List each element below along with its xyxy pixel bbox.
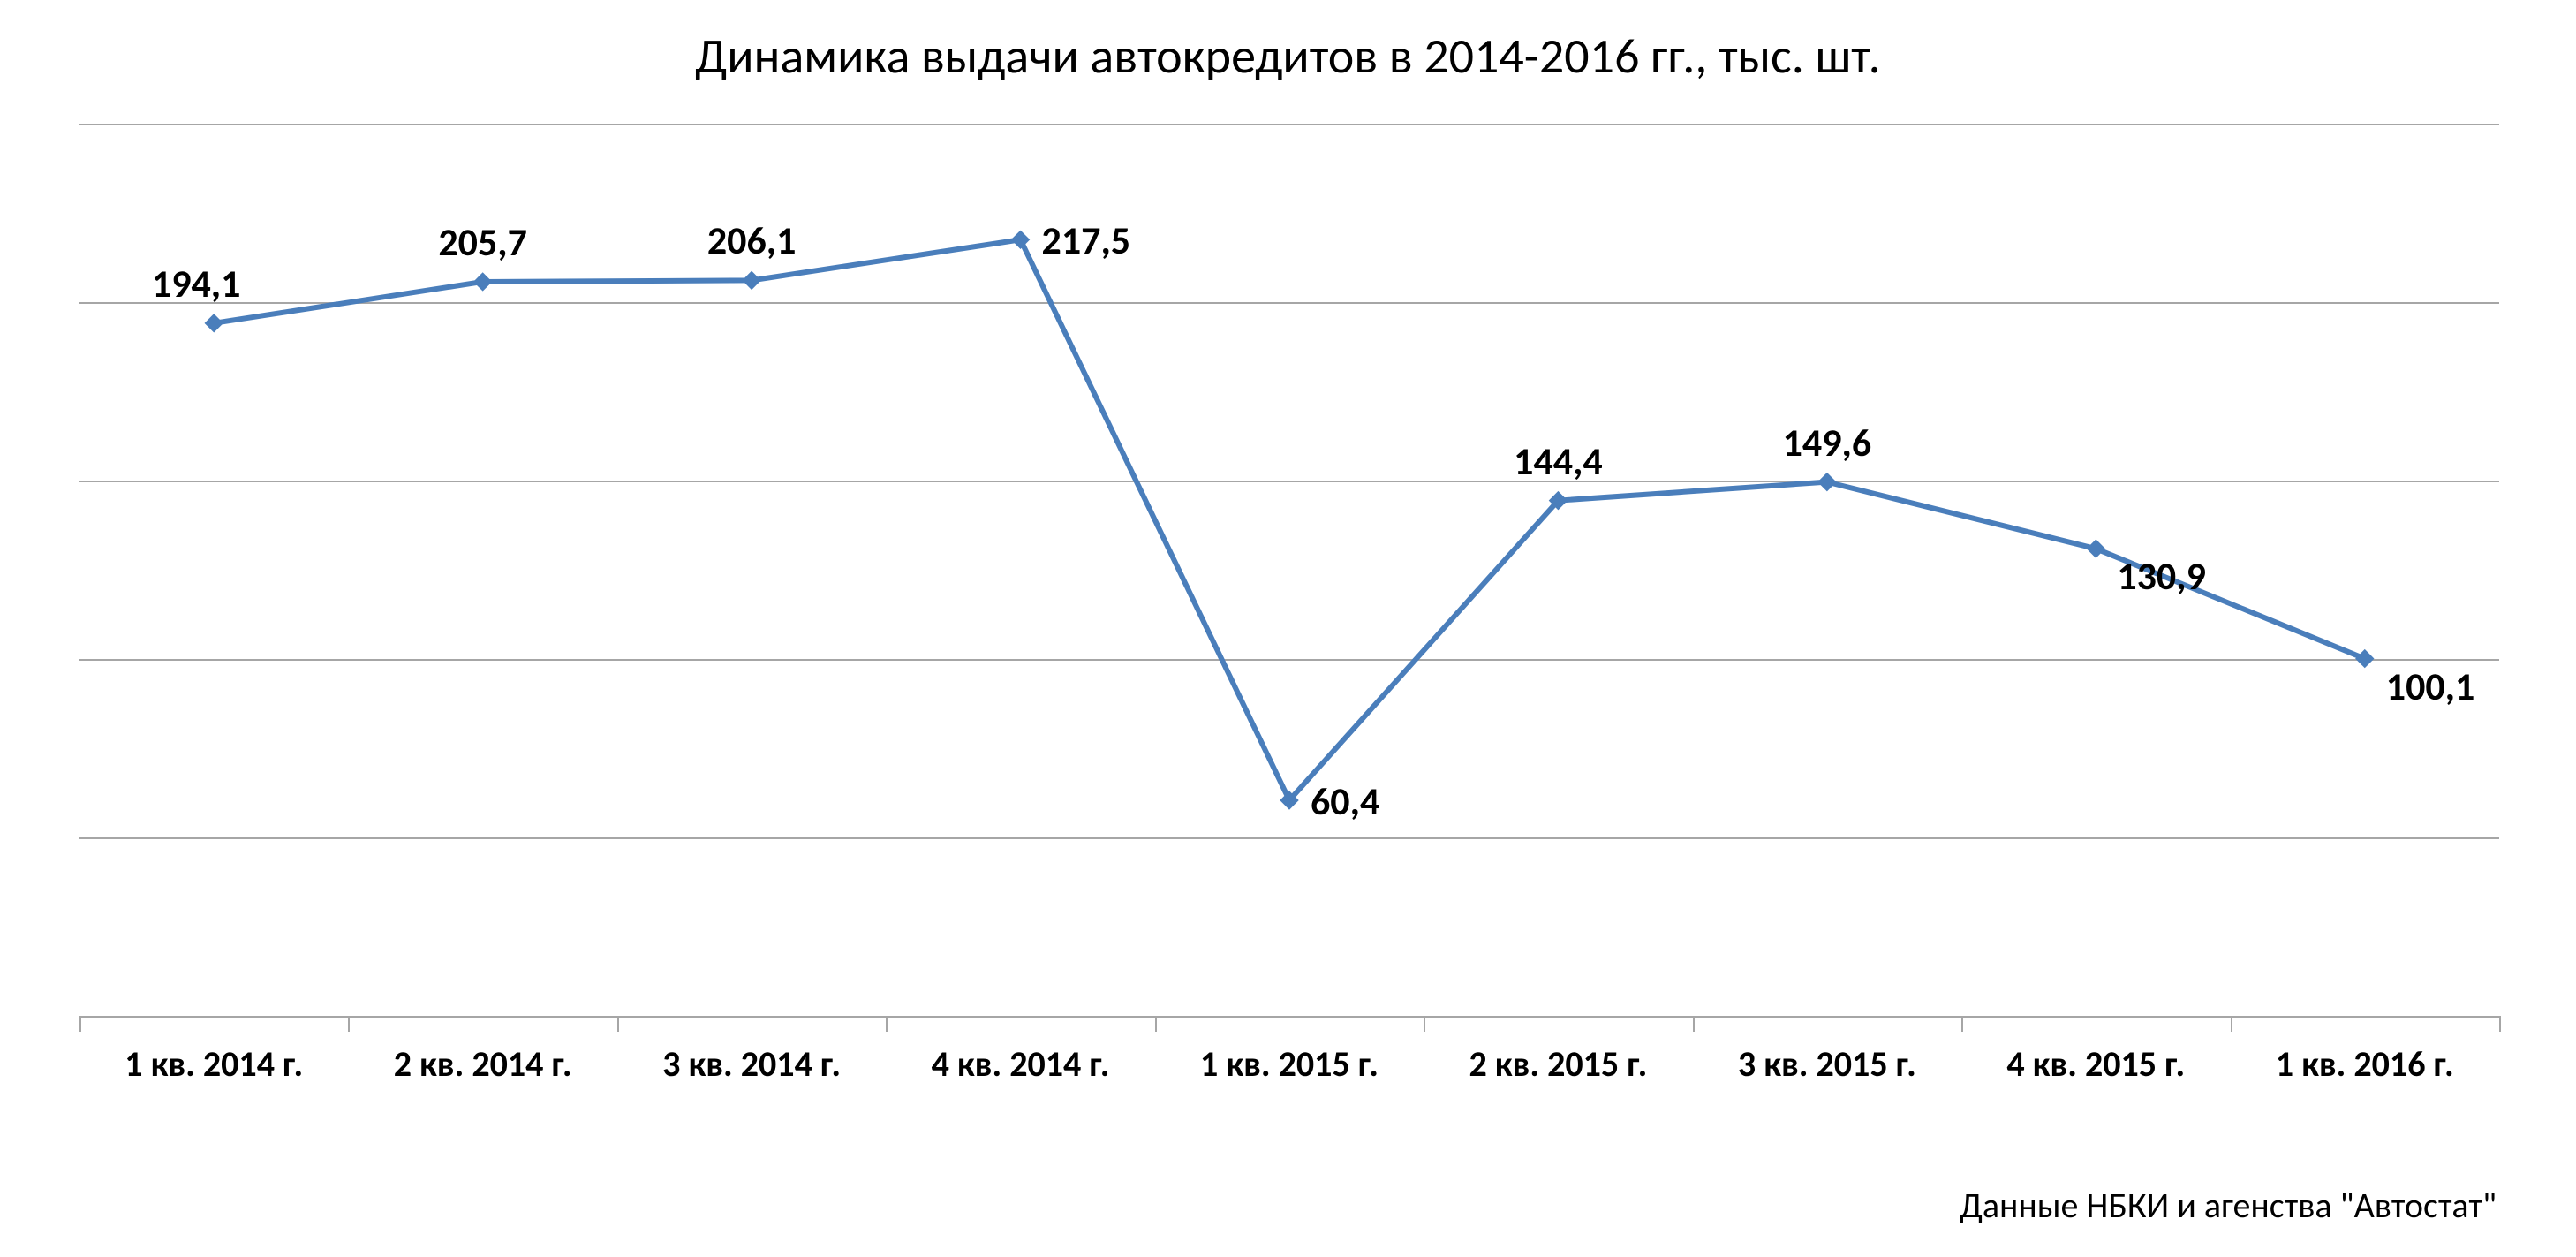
x-tick (348, 1016, 350, 1032)
x-axis-label: 3 кв. 2015 г. (1693, 1042, 1961, 1086)
x-axis-label: 2 кв. 2014 г. (348, 1042, 616, 1086)
data-label: 194,1 (152, 260, 241, 307)
data-marker (474, 273, 492, 291)
data-label: 206,1 (707, 216, 797, 264)
x-tick (1693, 1016, 1695, 1032)
data-label: 205,7 (438, 218, 527, 266)
x-tick (2231, 1016, 2232, 1032)
chart-title: Динамика выдачи автокредитов в 2014-2016… (0, 27, 2576, 87)
data-label: 100,1 (2386, 663, 2475, 710)
data-label: 60,4 (1311, 777, 1379, 825)
x-axis-labels: 1 кв. 2014 г.2 кв. 2014 г.3 кв. 2014 г.4… (79, 1042, 2499, 1086)
data-marker (2356, 650, 2374, 668)
chart-container: Динамика выдачи автокредитов в 2014-2016… (0, 0, 2576, 1257)
data-label: 149,6 (1783, 419, 1872, 466)
x-axis-label: 1 кв. 2014 г. (79, 1042, 348, 1086)
x-tick (79, 1016, 81, 1032)
x-axis-label: 3 кв. 2014 г. (617, 1042, 886, 1086)
data-marker (1012, 231, 1030, 248)
data-marker (2087, 540, 2104, 557)
x-axis-label: 4 кв. 2015 г. (1961, 1042, 2230, 1086)
data-label: 130,9 (2117, 552, 2206, 600)
data-label: 144,4 (1514, 437, 1603, 485)
x-tick (1424, 1016, 1425, 1032)
source-note: Данные НБКИ и агенства "Автостат" (1960, 1184, 2497, 1227)
x-axis-label: 1 кв. 2015 г. (1155, 1042, 1424, 1086)
x-axis-label: 1 кв. 2016 г. (2231, 1042, 2499, 1086)
x-tick (1155, 1016, 1157, 1032)
data-marker (743, 271, 760, 289)
data-label: 217,5 (1042, 216, 1131, 264)
data-marker (205, 314, 223, 332)
gridline (79, 1016, 2499, 1018)
x-tick (617, 1016, 619, 1032)
x-tick (886, 1016, 888, 1032)
x-tick (1961, 1016, 1963, 1032)
series-line (214, 239, 2365, 800)
plot-area: 194,1 205,7 206,1 217,5 60,4 144,4 149,6 130,9 1… (79, 124, 2499, 1016)
data-marker (1818, 473, 1836, 491)
x-tick (2499, 1016, 2501, 1032)
x-axis-label: 2 кв. 2015 г. (1424, 1042, 1692, 1086)
x-axis-label: 4 кв. 2014 г. (886, 1042, 1154, 1086)
